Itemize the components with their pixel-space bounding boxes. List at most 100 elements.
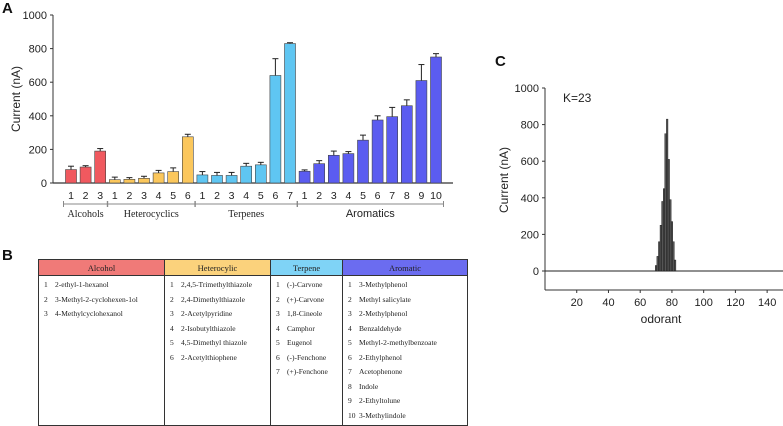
list-item: 9 2-Ethyltolune xyxy=(348,396,464,411)
list-item: 5 Methyl-2-methylbenzoate xyxy=(348,338,464,353)
item-number: 1 xyxy=(348,280,352,289)
table-header-heterocylic: Heterocylic xyxy=(164,259,271,276)
group-label: Heterocyclics xyxy=(124,209,179,220)
odorant-table: Alcohol Heterocylic Terpene Aromatic 1 2-eth… xyxy=(38,259,468,426)
x-tick-label: 1 xyxy=(112,190,118,202)
item-number: 2 xyxy=(276,294,280,304)
x-tick-label: 4 xyxy=(243,190,249,202)
table-header-terpene: Terpene xyxy=(270,259,343,276)
group-label: Alcohols xyxy=(68,209,104,220)
item-number: 2 xyxy=(44,294,48,304)
bar xyxy=(663,188,665,272)
item-name: 4-Methylcyclohexanol xyxy=(55,309,123,318)
panel-label-c: C xyxy=(495,53,506,70)
item-name: 2-Ethyltolune xyxy=(359,396,401,405)
y-axis-label: Current (nA) xyxy=(9,66,23,132)
x-tick-label: 6 xyxy=(375,190,381,202)
list-item: 3 1,8-Cineole xyxy=(276,309,339,324)
list-item: 7 (+)-Fenchone xyxy=(276,367,339,382)
item-number: 6 xyxy=(170,352,174,362)
list-item: 6 2-Ethylphenol xyxy=(348,353,464,368)
list-item: 7 Acetophenone xyxy=(348,367,464,382)
item-name: 2-Isobutylthiazole xyxy=(181,323,236,333)
item-number: 10 xyxy=(348,410,356,420)
item-name: Acetophenone xyxy=(359,367,403,376)
y-tick-label: 400 xyxy=(521,193,539,205)
item-number: 9 xyxy=(348,396,352,405)
item-number: 4 xyxy=(348,323,352,333)
list-item: 6 2-Acetylthiophene xyxy=(170,353,267,368)
group-label: Terpenes xyxy=(228,209,264,220)
list-item: 1 2,4,5-Trimethylthiazole xyxy=(170,280,267,295)
x-tick-label: 5 xyxy=(360,190,366,202)
x-tick-label: 6 xyxy=(272,190,278,202)
item-number: 6 xyxy=(276,352,280,362)
x-tick-label: 1 xyxy=(302,190,308,202)
table-header-alcohol: Alcohol xyxy=(38,259,165,276)
list-item: 2 (+)-Carvone xyxy=(276,295,339,310)
item-name: 2-Acetylthiophene xyxy=(181,352,237,362)
list-item: 2 Methyl salicylate xyxy=(348,295,464,310)
item-number: 1 xyxy=(44,280,48,289)
bar xyxy=(670,221,673,272)
x-tick-label: 3 xyxy=(229,190,235,202)
bar xyxy=(664,133,667,272)
y-tick-label: 0 xyxy=(533,266,539,278)
list-item: 2 3-Methyl-2-cyclohexen-1ol xyxy=(44,295,161,310)
table-column-aromatic: 1 3-Methylphenol 2 Methyl salicylate 3 2-Meth… xyxy=(342,275,468,426)
table-column-alcohol: 1 2-ethyl-1-hexanol 2 3-Methyl-2-cyclohexen… xyxy=(38,275,165,426)
item-number: 3 xyxy=(44,309,48,318)
x-tick-label: 1 xyxy=(68,190,74,202)
x-tick-label: 2 xyxy=(214,190,220,202)
list-item: 4 Benzaldehyde xyxy=(348,324,464,339)
item-name: 3-Methylphenol xyxy=(359,280,408,289)
item-number: 1 xyxy=(170,280,174,289)
item-name: (-)-Carvone xyxy=(287,280,323,289)
item-name: (-)-Fenchone xyxy=(287,352,327,362)
annotation: K=23 xyxy=(563,91,592,105)
item-number: 6 xyxy=(348,352,352,362)
x-tick-label: 8 xyxy=(404,190,410,202)
item-number: 8 xyxy=(348,381,352,391)
item-name: 2,4,5-Trimethylthiazole xyxy=(181,280,252,289)
x-tick-label: 7 xyxy=(287,190,293,202)
item-number: 2 xyxy=(170,294,174,304)
item-number: 3 xyxy=(170,309,174,318)
x-tick-label: 1 xyxy=(199,190,205,202)
list-item: 5 Eugenol xyxy=(276,338,339,353)
y-axis-label: Current (nA) xyxy=(497,147,511,213)
x-axis-label: odorant xyxy=(641,312,682,326)
list-item: 4 Camphor xyxy=(276,324,339,339)
list-item: 1 2-ethyl-1-hexanol xyxy=(44,280,161,295)
bar xyxy=(655,265,658,272)
x-tick-label: 20 xyxy=(571,297,583,309)
item-name: Benzaldehyde xyxy=(359,323,402,333)
item-name: 4,5-Dimethyl thiazole xyxy=(181,338,247,347)
list-item: 4 2-Isobutylthiazole xyxy=(170,324,267,339)
x-tick-label: 7 xyxy=(389,190,395,202)
x-tick-label: 3 xyxy=(331,190,337,202)
item-name: 3-Methylindole xyxy=(359,410,406,420)
item-number: 4 xyxy=(276,323,280,333)
list-item: 5 4,5-Dimethyl thiazole xyxy=(170,338,267,353)
table-column-heterocylic: 1 2,4,5-Trimethylthiazole 2 2,4-Dimethylthi… xyxy=(164,275,271,426)
x-tick-label: 2 xyxy=(316,190,322,202)
y-tick-label: 800 xyxy=(521,120,539,132)
x-tick-label: 4 xyxy=(156,190,162,202)
bar xyxy=(661,201,664,272)
y-tick-label: 600 xyxy=(29,77,47,89)
item-name: 2-ethyl-1-hexanol xyxy=(55,280,109,289)
item-number: 5 xyxy=(170,338,174,347)
item-number: 7 xyxy=(348,367,352,376)
bar xyxy=(658,241,661,272)
x-tick-label: 5 xyxy=(170,190,176,202)
item-name: 2,4-Dimethylthiazole xyxy=(181,294,245,304)
table-column-terpene: 1 (-)-Carvone 2 (+)-Carvone 3 1,8-Cineole 4 Cam… xyxy=(270,275,343,426)
bar xyxy=(669,199,672,272)
list-item: 8 Indole xyxy=(348,382,464,397)
y-tick-label: 800 xyxy=(29,44,47,56)
list-item: 3 2-Acetylpyridine xyxy=(170,309,267,324)
panel-label-b: B xyxy=(2,247,13,264)
